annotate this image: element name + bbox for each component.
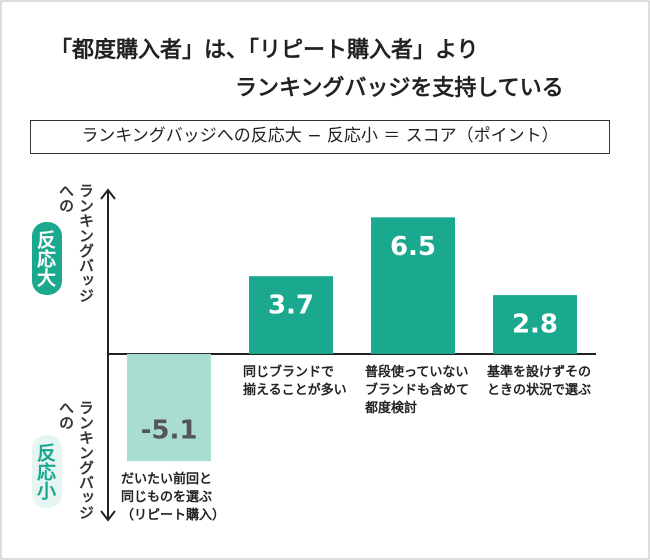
y-label: ランキングバッジ への: [57, 400, 95, 520]
bar: [493, 295, 577, 354]
value-label: -5.1: [141, 416, 198, 446]
subtitle: ランキングバッジへの反応大 − 反応小 ＝ スコア（ポイント）: [30, 120, 610, 154]
x-tick-label: 同じブランドで 揃えることが多い: [243, 364, 347, 398]
chart-title: ランキングバッジを支持している: [235, 76, 564, 101]
bar: [127, 353, 211, 462]
bar: [371, 217, 455, 354]
arrow: [100, 188, 116, 200]
arrow: [100, 510, 116, 522]
x-tick-label: 基準を設けずその ときの状況で選ぶ: [487, 364, 592, 398]
y-badge: 反応大: [32, 222, 62, 295]
value-label: 3.7: [268, 291, 314, 321]
chart-title: 「都度購入者」は、「リピート購入者」より: [50, 38, 479, 63]
y-badge: 反応小: [32, 435, 62, 508]
value-label: 6.5: [390, 232, 436, 262]
x-tick-label: 普段使っていない ブランドも含めて 都度検討: [365, 364, 470, 416]
y-label: ランキングバッジ への: [57, 183, 95, 303]
value-label: 2.8: [512, 310, 558, 340]
bar: [249, 276, 333, 354]
x-tick-label: だいたい前回と 同じものを選ぶ （リピート購入）: [121, 472, 226, 524]
